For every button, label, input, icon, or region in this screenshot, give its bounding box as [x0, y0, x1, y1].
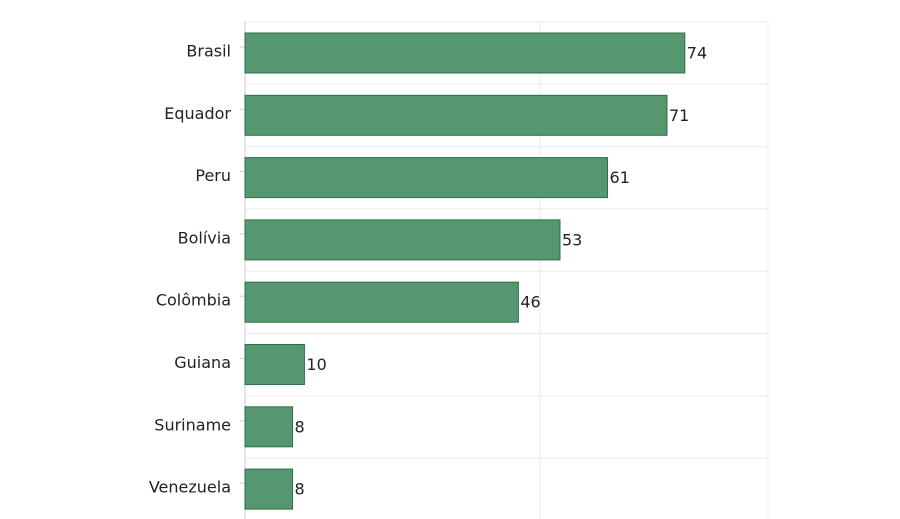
category-label: Guiana — [174, 353, 231, 372]
bar-guiana — [244, 344, 305, 385]
bar-venezuela — [244, 468, 294, 510]
category-label: Equador — [164, 104, 231, 123]
value-label: 74 — [687, 44, 707, 63]
bars — [244, 32, 686, 510]
bar-brasil — [244, 32, 686, 74]
category-labels: Brasil Equador Peru Bolívia Colômbia Guiana Su… — [149, 42, 232, 497]
value-label: 71 — [669, 106, 689, 125]
bar-colômbia — [244, 281, 519, 323]
y-axis — [240, 22, 246, 519]
category-label: Peru — [195, 166, 231, 185]
category-label: Bolívia — [178, 228, 231, 247]
value-label: 8 — [295, 417, 305, 436]
bar-equador — [244, 94, 668, 136]
value-label: 8 — [295, 480, 305, 499]
category-label: Suriname — [154, 415, 231, 434]
category-label: Colômbia — [156, 291, 231, 310]
category-label: Brasil — [186, 42, 231, 61]
value-label: 61 — [610, 168, 630, 187]
value-label: 10 — [306, 355, 326, 374]
value-label: 53 — [562, 230, 582, 249]
value-labels: 74 71 61 53 46 10 8 8 — [295, 44, 708, 499]
bar-peru — [244, 157, 609, 199]
gridlines — [245, 21, 769, 519]
bar-bolívia — [244, 219, 561, 261]
value-label: 46 — [520, 293, 540, 312]
bar-suriname — [244, 406, 294, 448]
category-label: Venezuela — [149, 478, 231, 497]
